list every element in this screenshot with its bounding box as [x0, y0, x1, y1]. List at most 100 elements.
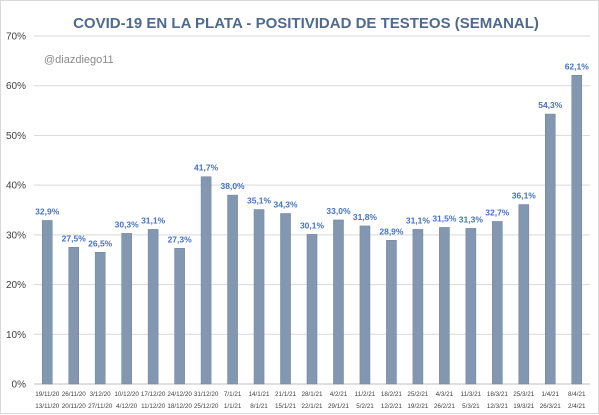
bar-value-label: 31,1%	[141, 215, 166, 225]
x-tick-label-bottom: 12/3/21	[487, 403, 509, 410]
x-tick-label-top: 14/1/21	[249, 391, 271, 398]
x-tick-label-bottom: 13/11/20	[35, 403, 60, 410]
x-tick-label-top: 10/12/20	[114, 391, 139, 398]
x-tick-label-top: 4/2/21	[330, 391, 348, 398]
bar	[94, 252, 106, 385]
bar-value-label: 27,5%	[62, 233, 87, 243]
x-tick-label-top: 26/11/20	[62, 391, 87, 398]
data-labels: 32,9%27,5% 26,5%30,3% 31,1%27,3%41,7%38,0%…	[35, 61, 589, 248]
x-tick-label-bottom: 26/3/21	[540, 403, 562, 410]
y-tick-label: 50%	[6, 131, 26, 142]
bar-value-label: 32,9%	[35, 206, 60, 216]
bar	[465, 228, 477, 385]
x-tick-label-top: 24/12/20	[167, 391, 192, 398]
y-tick-label: 70%	[6, 32, 26, 43]
x-tick-label-bottom: 22/1/21	[301, 403, 323, 410]
x-tick-label-top: 25/3/21	[513, 391, 535, 398]
x-tick-label-bottom: 29/1/21	[328, 403, 350, 410]
bar-value-label: 30,1%	[300, 220, 325, 230]
bar	[200, 176, 212, 385]
bar-value-label: 62,1%	[565, 61, 590, 71]
bar	[386, 240, 397, 385]
bar	[306, 234, 318, 385]
x-tick-label-top: 31/12/20	[194, 391, 219, 398]
bar-value-label: 38,0%	[221, 181, 246, 191]
bar-value-label: 31,5%	[432, 213, 457, 223]
bar	[545, 113, 556, 385]
x-tick-label-bottom: 19/3/21	[513, 403, 535, 410]
y-tick-label: 10%	[6, 330, 26, 341]
x-tick-label-bottom: 11/12/20	[141, 403, 166, 410]
y-tick-label: 30%	[6, 230, 26, 241]
bar	[68, 247, 79, 385]
bar	[571, 75, 583, 385]
bar	[439, 227, 450, 385]
bar-value-label: 35,1%	[247, 196, 272, 206]
x-tick-label-top: 11/3/21	[461, 391, 482, 398]
bar-value-label: 31,1%	[406, 215, 431, 225]
x-tick-label-top: 7/1/21	[224, 391, 242, 398]
x-tick-label-bottom: 20/11/20	[62, 403, 87, 410]
watermark-handle: @diazdiego11	[44, 54, 114, 66]
bar-value-label: 26,5%	[88, 238, 113, 248]
bar	[492, 221, 503, 385]
bar	[412, 229, 424, 385]
x-tick-label-top: 11/2/21	[355, 391, 376, 398]
bar-value-label: 36,1%	[512, 191, 537, 201]
y-axis-ticks: 0% 10% 20% 30% 40% 50% 60% 70%	[6, 32, 26, 391]
y-tick-label: 60%	[6, 81, 26, 92]
bar-value-label: 34,3%	[273, 199, 298, 209]
bar	[174, 248, 185, 385]
bar-value-label: 54,3%	[538, 100, 563, 110]
x-tick-label-bottom: 25/12/20	[194, 403, 219, 410]
x-tick-label-bottom: 2/4/21	[568, 403, 586, 410]
bar-value-label: 31,8%	[353, 212, 378, 222]
x-tick-label-top: 18/3/21	[487, 391, 509, 398]
bar	[518, 204, 530, 385]
x-tick-label-bottom: 5/3/21	[462, 403, 480, 410]
bar-value-label: 41,7%	[194, 163, 219, 173]
x-tick-label-bottom: 18/12/20	[167, 403, 192, 410]
x-tick-label-top: 18/2/21	[381, 391, 403, 398]
x-tick-label-top: 21/1/21	[275, 391, 297, 398]
y-tick-label: 20%	[6, 280, 26, 291]
bars	[41, 75, 583, 385]
y-tick-label: 40%	[6, 181, 26, 192]
x-tick-label-top: 19/11/20	[35, 391, 60, 398]
x-tick-label-bottom: 4/12/20	[116, 403, 138, 410]
bar-value-label: 32,7%	[485, 207, 510, 217]
bar	[41, 220, 53, 385]
bar	[147, 229, 159, 385]
x-tick-label-top: 4/3/21	[436, 391, 454, 398]
x-tick-label-top: 25/2/21	[407, 391, 429, 398]
bar	[280, 213, 291, 385]
x-tick-label-bottom: 5/2/21	[356, 403, 374, 410]
bar	[253, 209, 265, 385]
x-tick-label-top: 1/4/21	[542, 391, 560, 398]
x-tick-label-bottom: 1/1/21	[224, 403, 242, 410]
x-tick-label-top: 28/1/21	[301, 391, 323, 398]
x-tick-label-bottom: 26/2/21	[434, 403, 456, 410]
x-tick-label-bottom: 27/11/20	[88, 403, 113, 410]
x-tick-label-bottom: 12/2/21	[381, 403, 403, 410]
bar	[359, 225, 371, 385]
bar-value-label: 27,3%	[168, 234, 193, 244]
y-tick-label: 0%	[12, 380, 27, 391]
x-tick-label-top: 17/12/20	[141, 391, 166, 398]
bar	[333, 219, 344, 385]
bar-value-label: 31,3%	[459, 214, 484, 224]
bar	[121, 233, 132, 385]
x-tick-label-top: 8/4/21	[568, 391, 586, 398]
bar-value-label: 33,0%	[326, 206, 351, 216]
chart-title: COVID-19 EN LA PLATA - POSITIVIDAD DE TE…	[73, 15, 539, 32]
bar-value-label: 28,9%	[379, 226, 404, 236]
x-tick-label-top: 3/12/20	[90, 391, 112, 398]
x-tick-label-bottom: 8/1/21	[250, 403, 268, 410]
bar	[227, 194, 238, 385]
bar-value-label: 30,3%	[115, 219, 140, 229]
x-tick-label-bottom: 19/2/21	[407, 403, 429, 410]
x-tick-label-bottom: 15/1/21	[275, 403, 297, 410]
